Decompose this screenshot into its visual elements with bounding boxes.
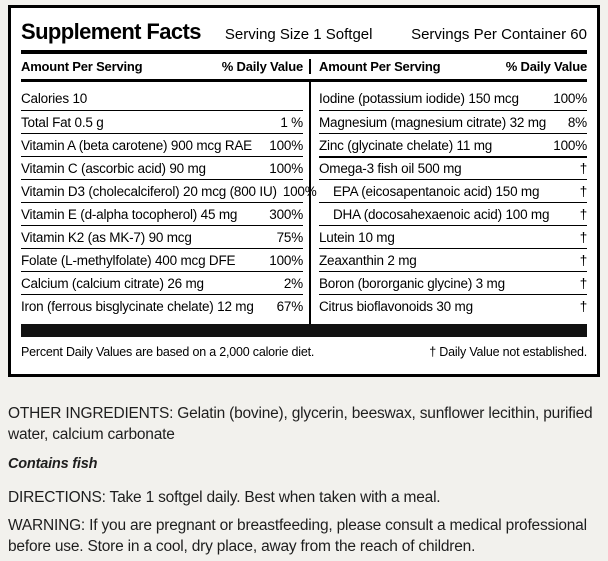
footer-rule-bar — [21, 324, 587, 337]
nutrient-row: Vitamin D3 (cholecalciferol) 20 mcg (800… — [21, 179, 317, 202]
daily-value-amount: † — [579, 206, 588, 222]
nutrient-row: Citrus bioflavonoids 30 mg † — [319, 294, 587, 317]
nutrient-name: Zinc (glycinate chelate) 11 mg — [319, 137, 493, 153]
column-header-rule-bar — [21, 79, 587, 82]
daily-value-amount: 1 % — [280, 114, 303, 130]
daily-value-amount: 8% — [567, 114, 587, 130]
nutrient-name: Vitamin D3 (cholecalciferol) 20 mcg (800… — [21, 183, 277, 199]
other-ingredients-text: OTHER INGREDIENTS: Gelatin (bovine), gly… — [8, 405, 593, 443]
daily-value-amount: 100% — [269, 160, 303, 176]
nutrient-row: Iron (ferrous bisglycinate chelate) 12 m… — [21, 294, 303, 317]
nutrient-name: Vitamin C (ascorbic acid) 90 mg — [21, 160, 206, 176]
header-rule-bar — [21, 50, 587, 54]
nutrient-row: Total Fat 0.5 g 1 % — [21, 110, 303, 133]
daily-value-amount: 100% — [269, 137, 303, 153]
nutrient-name: Boron (bororganic glycine) 3 mg — [319, 275, 505, 291]
daily-value-header: % Daily Value — [505, 59, 587, 74]
nutrient-row: Calcium (calcium citrate) 26 mg 2% — [21, 271, 303, 294]
nutrient-column-left: Calories 10 Total Fat 0.5 g 1 % Vitamin A (… — [21, 82, 317, 324]
nutrient-row: Iodine (potassium iodide) 150 mcg 100% — [319, 87, 587, 110]
nutrient-name: Calories 10 — [21, 91, 88, 106]
daily-value-amount: 75% — [276, 229, 304, 245]
daily-value-amount: † — [579, 275, 588, 291]
nutrient-name: Total Fat 0.5 g — [21, 114, 104, 130]
column-headers-row: Amount Per Serving % Daily Value Amount … — [21, 54, 587, 79]
daily-value-amount: † — [579, 183, 588, 199]
nutrient-row: Vitamin C (ascorbic acid) 90 mg 100% — [21, 156, 303, 179]
servings-per-container-text: Servings Per Container 60 — [411, 26, 587, 43]
daily-value-amount: 67% — [276, 298, 304, 314]
nutrient-name: Omega-3 fish oil 500 mg — [319, 161, 462, 176]
nutrient-row: Calories 10 — [21, 87, 303, 110]
nutrient-name: Iron (ferrous bisglycinate chelate) 12 m… — [21, 298, 254, 314]
nutrient-name: Iodine (potassium iodide) 150 mcg — [319, 91, 519, 106]
nutrient-row: EPA (eicosapentanoic acid) 150 mg † — [319, 179, 587, 202]
directions-text: DIRECTIONS: Take 1 softgel daily. Best w… — [8, 489, 441, 506]
daily-value-amount: † — [579, 252, 588, 268]
panel-title: Supplement Facts — [21, 19, 201, 44]
nutrient-name: Zeaxanthin 2 mg — [319, 252, 417, 268]
nutrient-row: Zinc (glycinate chelate) 11 mg 100% — [319, 133, 587, 156]
nutrient-name: DHA (docosahexaenoic acid) 100 mg — [333, 206, 550, 222]
nutrient-name: Calcium (calcium citrate) 26 mg — [21, 275, 204, 291]
left-column-header: Amount Per Serving % Daily Value — [21, 59, 309, 74]
nutrient-column-right: Iodine (potassium iodide) 150 mcg 100% Mag… — [309, 82, 587, 324]
daily-value-amount: 100% — [282, 183, 317, 199]
nutrient-name: Lutein 10 mg — [319, 229, 395, 245]
nutrient-name: Vitamin E (d-alpha tocopherol) 45 mg — [21, 206, 238, 222]
nutrient-row: Vitamin A (beta carotene) 900 mcg RAE 100… — [21, 133, 303, 156]
amount-per-serving-header: Amount Per Serving — [21, 59, 143, 74]
nutrient-row: Zeaxanthin 2 mg † — [319, 248, 587, 271]
daily-value-amount: † — [579, 229, 588, 245]
daily-value-amount: 300% — [269, 206, 303, 222]
nutrient-name: Folate (L-methylfolate) 400 mcg DFE — [21, 252, 236, 268]
nutrient-row: Folate (L-methylfolate) 400 mcg DFE 100% — [21, 248, 303, 271]
footnote-row: Percent Daily Values are based on a 2,00… — [11, 337, 597, 359]
warning-text: WARNING: If you are pregnant or breastfe… — [8, 517, 587, 555]
below-label-text: OTHER INGREDIENTS: Gelatin (bovine), gly… — [8, 399, 604, 557]
nutrient-row: Lutein 10 mg † — [319, 225, 587, 248]
nutrient-name: Vitamin A (beta carotene) 900 mcg RAE — [21, 137, 252, 153]
nutrient-name: Citrus bioflavonoids 30 mg — [319, 298, 473, 314]
daily-value-amount: † — [579, 161, 588, 176]
right-column-header: Amount Per Serving % Daily Value — [309, 59, 587, 74]
nutrient-row: DHA (docosahexaenoic acid) 100 mg † — [319, 202, 587, 225]
nutrient-name: Magnesium (magnesium citrate) 32 mg — [319, 114, 547, 130]
nutrient-name: EPA (eicosapentanoic acid) 150 mg — [333, 183, 540, 199]
nutrient-name: Vitamin K2 (as MK-7) 90 mcg — [21, 229, 192, 245]
nutrient-row: Boron (bororganic glycine) 3 mg † — [319, 271, 587, 294]
panel-header: Supplement Facts Serving Size 1 Softgel … — [11, 8, 597, 45]
daily-value-amount: 2% — [283, 275, 303, 291]
nutrient-row: Vitamin E (d-alpha tocopherol) 45 mg 300% — [21, 202, 303, 225]
amount-per-serving-header: Amount Per Serving — [319, 59, 441, 74]
nutrient-columns: Calories 10 Total Fat 0.5 g 1 % Vitamin A (… — [21, 82, 587, 324]
daily-value-amount: 100% — [269, 252, 303, 268]
daily-value-header: % Daily Value — [221, 59, 303, 74]
supplement-facts-panel: Supplement Facts Serving Size 1 Softgel … — [8, 5, 600, 377]
daily-values-footnote: Percent Daily Values are based on a 2,00… — [21, 345, 315, 359]
nutrient-row: Magnesium (magnesium citrate) 32 mg 8% — [319, 110, 587, 133]
serving-size-text: Serving Size 1 Softgel — [224, 26, 373, 43]
daily-value-amount: 100% — [553, 137, 587, 153]
nutrient-row: Vitamin K2 (as MK-7) 90 mcg 75% — [21, 225, 303, 248]
daily-value-not-established-footnote: † Daily Value not established. — [429, 345, 587, 359]
nutrient-row: Omega-3 fish oil 500 mg † — [319, 156, 587, 179]
daily-value-amount: 100% — [553, 91, 587, 106]
daily-value-amount: † — [579, 298, 588, 314]
contains-fish-text: Contains fish — [8, 456, 98, 472]
